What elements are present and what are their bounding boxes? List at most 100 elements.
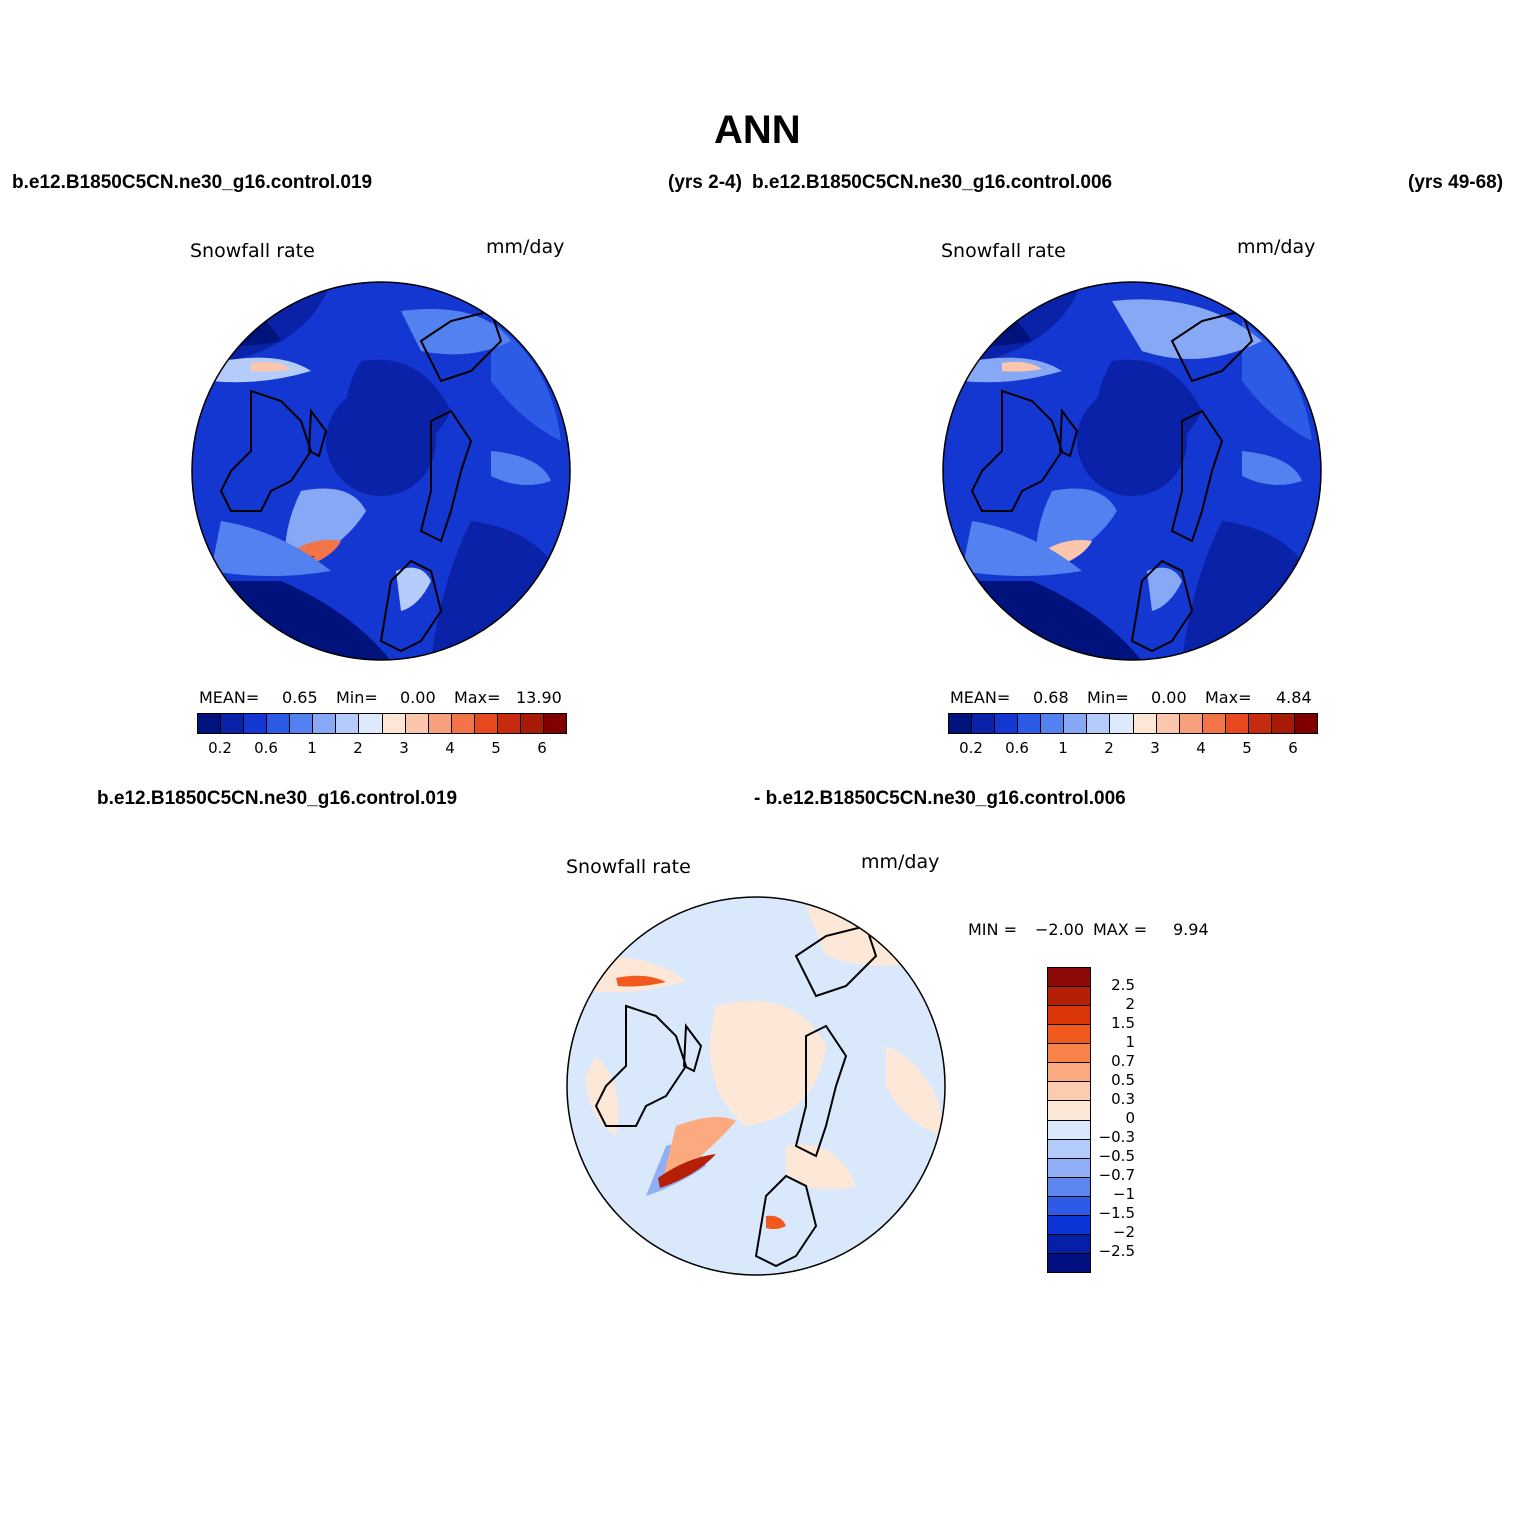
panel-a-map (191, 281, 571, 661)
colorbar-tick-label: 0.2 (208, 739, 232, 757)
colorbar-swatch (1048, 1101, 1090, 1121)
colorbar-tick-label: 0.3 (1111, 1090, 1135, 1108)
colorbar-tick-label: 1 (1058, 739, 1068, 757)
panel-a-max-label: Max= (454, 688, 501, 707)
colorbar-tick-label: −0.7 (1098, 1166, 1135, 1184)
colorbar-swatch (1048, 1177, 1090, 1197)
colorbar-swatch (451, 714, 475, 733)
colorbar-swatch (1048, 1139, 1090, 1159)
colorbar-tick-label: 0.2 (959, 739, 983, 757)
diff-variable: Snowfall rate (566, 856, 691, 878)
case-b-years: (yrs 49-68) (1408, 172, 1504, 193)
colorbar-swatch (1294, 714, 1317, 733)
colorbar-swatch (1048, 1120, 1090, 1140)
diff-case-b: - b.e12.B1850C5CN.ne30_g16.control.006 (754, 788, 1126, 809)
colorbar-swatch (1048, 1196, 1090, 1216)
colorbar-swatch (949, 714, 973, 733)
colorbar-tick-label: 4 (445, 739, 455, 757)
panel-b-mean: 0.68 (1033, 688, 1069, 707)
colorbar-swatch (1048, 1025, 1090, 1045)
diff-min-label: MIN = (968, 920, 1017, 939)
colorbar-swatch (1133, 714, 1157, 733)
panel-b-max-label: Max= (1205, 688, 1252, 707)
colorbar-tick-label: 2 (1104, 739, 1114, 757)
colorbar-tick-label: 0.6 (254, 739, 278, 757)
colorbar-swatch (359, 714, 383, 733)
colorbar-tick-label: 3 (1150, 739, 1160, 757)
colorbar-swatch (1087, 714, 1111, 733)
colorbar-swatch (1110, 714, 1134, 733)
colorbar-swatch (1248, 714, 1272, 733)
colorbar-swatch (474, 714, 498, 733)
panel-b-units: mm/day (1237, 236, 1316, 258)
colorbar-swatch (267, 714, 291, 733)
colorbar-swatch (995, 714, 1019, 733)
panel-a-colorbar (197, 713, 567, 734)
diff-max: 9.94 (1173, 920, 1209, 939)
colorbar-swatch (1048, 1215, 1090, 1235)
case-a-years: (yrs 2-4) (668, 172, 742, 193)
diff-max-label: MAX = (1093, 920, 1148, 939)
diff-map (566, 896, 946, 1276)
diff-units: mm/day (861, 851, 940, 873)
colorbar-tick-label: 5 (1242, 739, 1252, 757)
colorbar-swatch (313, 714, 337, 733)
colorbar-tick-label: −0.3 (1098, 1128, 1135, 1146)
panel-b-map (942, 281, 1322, 661)
colorbar-tick-label: 0.5 (1111, 1071, 1135, 1089)
colorbar-swatch (428, 714, 452, 733)
colorbar-swatch (1048, 1234, 1090, 1254)
colorbar-tick-label: 6 (537, 739, 547, 757)
colorbar-tick-label: 5 (491, 739, 501, 757)
panel-a-min-label: Min= (336, 688, 378, 707)
panel-b-mean-label: MEAN= (950, 688, 1011, 707)
colorbar-tick-label: −1 (1112, 1185, 1135, 1203)
colorbar-tick-label: 0.6 (1005, 739, 1029, 757)
colorbar-swatch (1156, 714, 1180, 733)
colorbar-tick-label: 3 (399, 739, 409, 757)
panel-a-mean: 0.65 (282, 688, 318, 707)
panel-a-variable: Snowfall rate (190, 240, 315, 262)
case-a-name: b.e12.B1850C5CN.ne30_g16.control.019 (12, 172, 373, 193)
colorbar-swatch (1048, 1082, 1090, 1102)
colorbar-swatch (1271, 714, 1295, 733)
colorbar-swatch (405, 714, 429, 733)
colorbar-swatch (1048, 1253, 1090, 1272)
colorbar-tick-label: 2 (1125, 995, 1135, 1013)
case-b-name: b.e12.B1850C5CN.ne30_g16.control.006 (752, 172, 1113, 193)
panel-a-mean-label: MEAN= (199, 688, 260, 707)
colorbar-swatch (543, 714, 566, 733)
panel-a-units: mm/day (486, 236, 565, 258)
colorbar-swatch (1048, 987, 1090, 1007)
colorbar-swatch (972, 714, 996, 733)
colorbar-tick-label: 1 (1125, 1033, 1135, 1051)
colorbar-tick-label: −0.5 (1098, 1147, 1135, 1165)
panel-b-max: 4.84 (1276, 688, 1312, 707)
colorbar-swatch (198, 714, 222, 733)
colorbar-swatch (1018, 714, 1042, 733)
colorbar-tick-label: 0.7 (1111, 1052, 1135, 1070)
panel-a-max: 13.90 (516, 688, 562, 707)
colorbar-swatch (1048, 1063, 1090, 1083)
colorbar-swatch (1202, 714, 1226, 733)
colorbar-tick-label: 4 (1196, 739, 1206, 757)
colorbar-swatch (1048, 1006, 1090, 1026)
colorbar-tick-label: 0 (1125, 1109, 1135, 1127)
panel-b-min-label: Min= (1087, 688, 1129, 707)
colorbar-swatch (1064, 714, 1088, 733)
colorbar-swatch (382, 714, 406, 733)
colorbar-swatch (1179, 714, 1203, 733)
diff-colorbar (1047, 967, 1091, 1273)
panel-b-colorbar (948, 713, 1318, 734)
figure-title: ANN (714, 108, 801, 152)
colorbar-tick-label: −2 (1112, 1223, 1135, 1241)
colorbar-swatch (290, 714, 314, 733)
colorbar-swatch (1041, 714, 1065, 733)
colorbar-tick-label: −2.5 (1098, 1242, 1135, 1260)
colorbar-swatch (497, 714, 521, 733)
colorbar-swatch (221, 714, 245, 733)
colorbar-swatch (520, 714, 544, 733)
colorbar-swatch (1048, 1158, 1090, 1178)
colorbar-tick-label: 1.5 (1111, 1014, 1135, 1032)
colorbar-tick-label: 2 (353, 739, 363, 757)
